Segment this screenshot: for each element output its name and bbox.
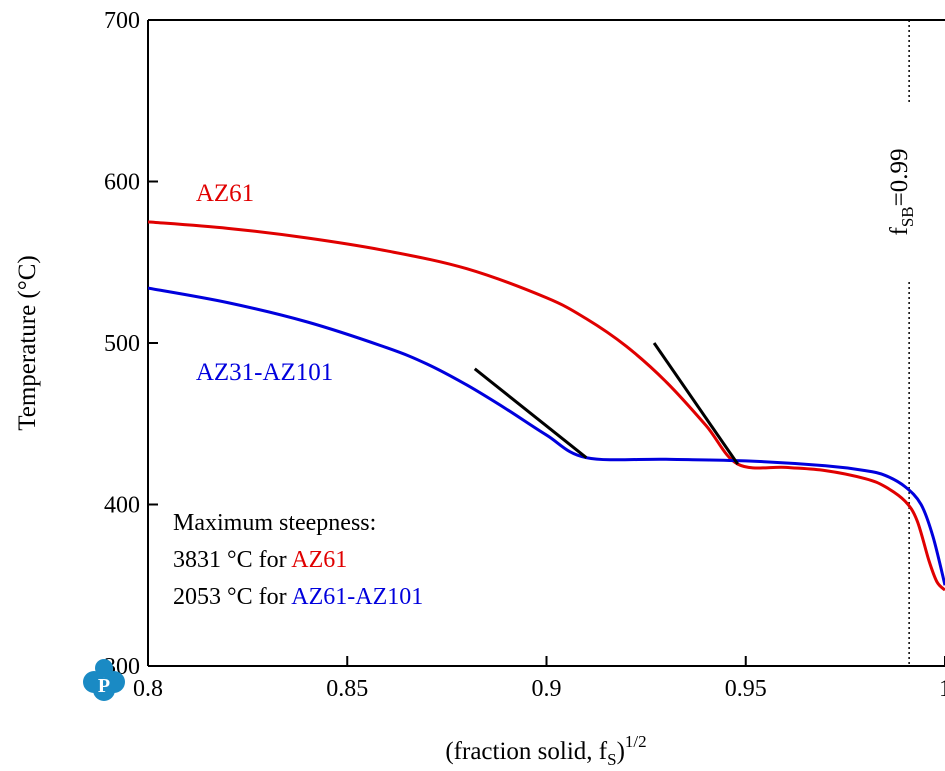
y-axis-title: Temperature (°C) <box>14 255 41 431</box>
y-tick-label: 500 <box>104 331 140 357</box>
annotation-line-2-highlight: AZ61-AZ101 <box>291 584 423 610</box>
x-axis-title: (fraction solid, fS)1/2 <box>445 732 646 769</box>
tangent-line-az31-az101 <box>473 367 588 459</box>
series-label-az61: AZ61 <box>196 180 254 207</box>
x-tick-label: 0.95 <box>725 676 767 702</box>
annotation-line-2-prefix: 2053 °C for <box>173 584 291 610</box>
annotation-line-1-prefix: 3831 °C for <box>173 547 291 573</box>
y-tick-label: 600 <box>104 170 140 196</box>
x-axis-title-main: (fraction solid, f <box>445 738 607 765</box>
x-axis-title-close: ) <box>617 738 625 765</box>
marker-label-main: f <box>886 226 913 235</box>
logo-letter: P <box>98 675 110 697</box>
y-tick-label: 700 <box>104 8 140 34</box>
tangent-line-az61 <box>652 342 740 465</box>
x-axis-title-sup: 1/2 <box>625 732 647 751</box>
x-tick-group: 0.8 0.85 0.9 0.95 1 <box>133 656 945 702</box>
solid-fraction-marker: fSB=0.99 <box>886 20 917 666</box>
marker-label-value: =0.99 <box>886 149 913 207</box>
series-label-az31-az101: AZ31-AZ101 <box>196 359 333 386</box>
marker-label-sub: SB <box>898 206 917 227</box>
publisher-logo-icon: P <box>83 659 125 701</box>
marker-label: fSB=0.99 <box>886 149 917 236</box>
x-axis-title-sub: S <box>607 750 616 769</box>
x-tick-label: 0.85 <box>326 676 368 702</box>
series-line-az31-az101 <box>148 286 945 586</box>
y-tick-label: 400 <box>104 493 140 519</box>
x-tick-label: 1 <box>939 676 945 702</box>
annotation-line-1: 3831 °C for AZ61 <box>173 547 347 573</box>
annotation-line-2: 2053 °C for AZ61-AZ101 <box>173 584 423 610</box>
annotation-line-1-highlight: AZ61 <box>291 547 347 573</box>
x-tick-label: 0.8 <box>133 676 163 702</box>
x-tick-label: 0.9 <box>532 676 562 702</box>
series-line-az61 <box>148 220 945 592</box>
annotation-title: Maximum steepness: <box>173 510 376 536</box>
